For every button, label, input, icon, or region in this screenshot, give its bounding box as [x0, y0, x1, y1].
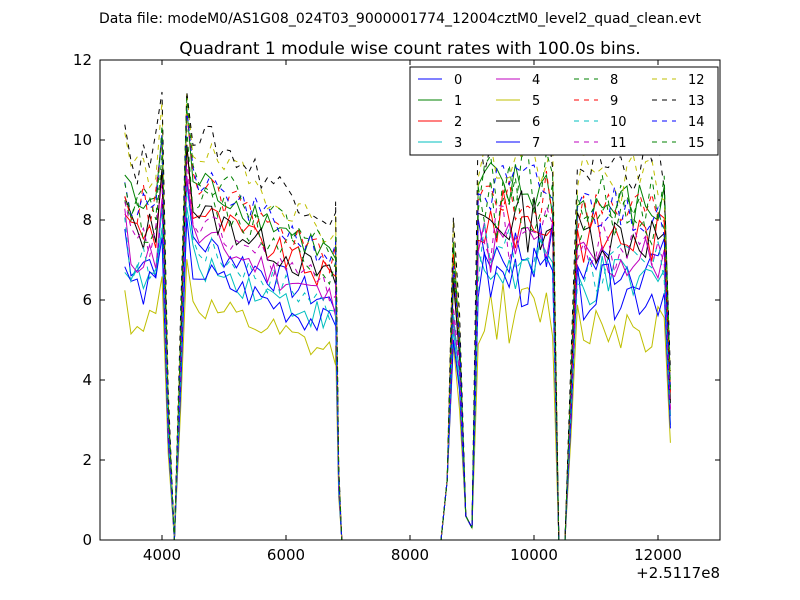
x-tick-label-1: 6000: [267, 546, 305, 564]
data-file-label: Data file: modeM0/AS1G08_024T03_90000017…: [99, 11, 701, 27]
x-tick-label-0: 4000: [143, 546, 181, 564]
legend-label-6: 6: [532, 115, 540, 130]
y-tick-label-6: 12: [73, 51, 92, 69]
series-line-8: [124, 129, 671, 541]
legend-label-0: 0: [454, 73, 462, 88]
y-tick-label-1: 2: [82, 451, 92, 469]
legend-label-7: 7: [532, 136, 540, 151]
legend-label-12: 12: [688, 73, 705, 88]
series-line-12: [124, 91, 671, 541]
y-tick-label-5: 10: [73, 131, 92, 149]
series-line-10: [124, 186, 671, 541]
series-line-1: [124, 108, 671, 541]
series-line-4: [124, 175, 671, 541]
legend-label-14: 14: [688, 115, 705, 130]
x-offset-label: +2.5117e8: [636, 564, 720, 582]
legend-box: [409, 66, 719, 156]
series-line-2: [124, 144, 671, 541]
series-line-14: [124, 108, 671, 541]
y-tick-label-3: 6: [82, 291, 92, 309]
series-line-7: [124, 217, 671, 541]
series-line-6: [124, 144, 671, 541]
legend-label-1: 1: [454, 94, 462, 109]
x-tick-label-4: 12000: [634, 546, 682, 564]
x-tick-label-2: 8000: [391, 546, 429, 564]
y-tick-label-2: 4: [82, 371, 92, 389]
y-tick-label-0: 0: [82, 531, 92, 549]
plot-lines: [124, 91, 671, 541]
legend-label-10: 10: [610, 115, 627, 130]
legend-label-8: 8: [610, 73, 618, 88]
legend-label-11: 11: [610, 136, 627, 151]
legend-label-5: 5: [532, 94, 540, 109]
chart-title: Quadrant 1 module wise count rates with …: [179, 39, 640, 59]
legend-label-4: 4: [532, 73, 540, 88]
legend-label-15: 15: [688, 136, 705, 151]
legend-label-9: 9: [610, 94, 618, 109]
x-tick-label-3: 10000: [510, 546, 558, 564]
y-tick-label-4: 8: [82, 211, 92, 229]
legend-label-3: 3: [454, 136, 462, 151]
legend-label-13: 13: [688, 94, 705, 109]
legend-label-2: 2: [454, 115, 462, 130]
